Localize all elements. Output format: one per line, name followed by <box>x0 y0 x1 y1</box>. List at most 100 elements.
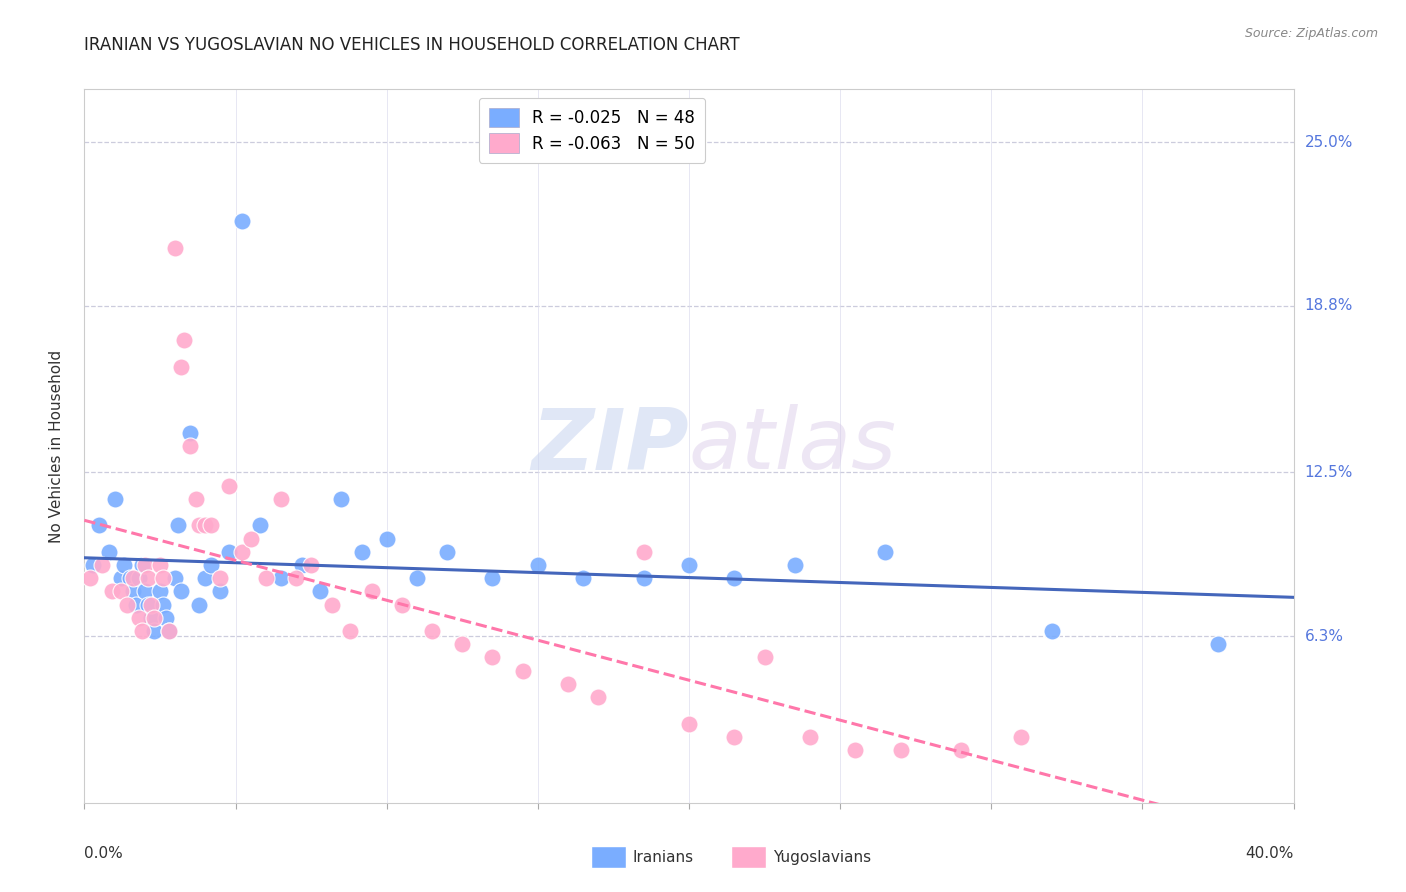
Point <box>321 598 343 612</box>
Point <box>420 624 443 638</box>
Point <box>239 532 262 546</box>
Point <box>142 611 165 625</box>
Point <box>188 518 211 533</box>
Point <box>157 624 180 638</box>
Point <box>170 584 193 599</box>
Point <box>633 571 655 585</box>
Point <box>231 545 253 559</box>
Point <box>512 664 534 678</box>
Point <box>194 571 217 585</box>
Point <box>270 571 292 585</box>
Point <box>139 611 162 625</box>
Text: 40.0%: 40.0% <box>1246 846 1294 861</box>
Point <box>339 624 361 638</box>
Text: Source: ZipAtlas.com: Source: ZipAtlas.com <box>1244 27 1378 40</box>
Point <box>209 571 232 585</box>
Point <box>481 571 503 585</box>
Point <box>481 650 503 665</box>
Point <box>950 743 973 757</box>
Point <box>136 571 159 585</box>
Point <box>167 518 190 533</box>
Point <box>134 558 156 572</box>
Point <box>121 584 143 599</box>
Point <box>557 677 579 691</box>
Point <box>451 637 474 651</box>
Point <box>194 518 217 533</box>
Point <box>155 611 177 625</box>
Text: 6.3%: 6.3% <box>1305 629 1344 644</box>
Point <box>678 716 700 731</box>
Point <box>157 624 180 638</box>
Point <box>152 571 174 585</box>
Point <box>352 545 374 559</box>
Point <box>134 584 156 599</box>
Point <box>360 584 382 599</box>
Point <box>179 439 201 453</box>
Point <box>91 558 114 572</box>
Point <box>754 650 776 665</box>
Point <box>249 518 271 533</box>
Point <box>112 558 135 572</box>
Point <box>391 598 413 612</box>
Point <box>128 571 150 585</box>
Point <box>799 730 821 744</box>
Point <box>89 518 111 533</box>
Text: Iranians: Iranians <box>633 850 693 864</box>
Point <box>136 598 159 612</box>
Point <box>309 584 332 599</box>
Point <box>125 598 148 612</box>
Point <box>330 491 353 506</box>
Point <box>436 545 458 559</box>
Point <box>118 571 141 585</box>
Point <box>678 558 700 572</box>
Point <box>79 571 101 585</box>
Point <box>200 518 222 533</box>
Point <box>121 571 143 585</box>
Point <box>139 598 162 612</box>
Point <box>163 241 186 255</box>
Point <box>218 545 240 559</box>
Point <box>218 478 240 492</box>
Text: atlas: atlas <box>689 404 897 488</box>
Point <box>149 558 172 572</box>
Point <box>131 624 153 638</box>
Point <box>572 571 595 585</box>
Text: ZIP: ZIP <box>531 404 689 488</box>
Text: IRANIAN VS YUGOSLAVIAN NO VEHICLES IN HOUSEHOLD CORRELATION CHART: IRANIAN VS YUGOSLAVIAN NO VEHICLES IN HO… <box>84 36 740 54</box>
Point <box>844 743 866 757</box>
Point <box>783 558 806 572</box>
Point <box>1206 637 1229 651</box>
Point <box>163 571 186 585</box>
Point <box>179 425 201 440</box>
Point <box>723 571 745 585</box>
Point <box>131 558 153 572</box>
Text: Yugoslavians: Yugoslavians <box>773 850 872 864</box>
Point <box>149 584 172 599</box>
Point <box>100 584 122 599</box>
Point <box>270 491 292 506</box>
Point <box>526 558 548 572</box>
Point <box>231 214 253 228</box>
Point <box>110 571 132 585</box>
Point <box>173 333 195 347</box>
Point <box>82 558 104 572</box>
Point <box>254 571 277 585</box>
Text: 12.5%: 12.5% <box>1305 465 1353 480</box>
Point <box>97 545 120 559</box>
Point <box>128 611 150 625</box>
Legend: R = -0.025   N = 48, R = -0.063   N = 50: R = -0.025 N = 48, R = -0.063 N = 50 <box>479 97 706 162</box>
Point <box>186 491 208 506</box>
Point <box>588 690 610 704</box>
Point <box>723 730 745 744</box>
Point <box>375 532 398 546</box>
Point <box>188 598 211 612</box>
Point <box>1040 624 1063 638</box>
Point <box>115 598 138 612</box>
Point <box>291 558 314 572</box>
Point <box>1010 730 1032 744</box>
Point <box>152 598 174 612</box>
Point <box>142 624 165 638</box>
Point <box>170 359 193 374</box>
Point <box>406 571 429 585</box>
Point <box>875 545 897 559</box>
